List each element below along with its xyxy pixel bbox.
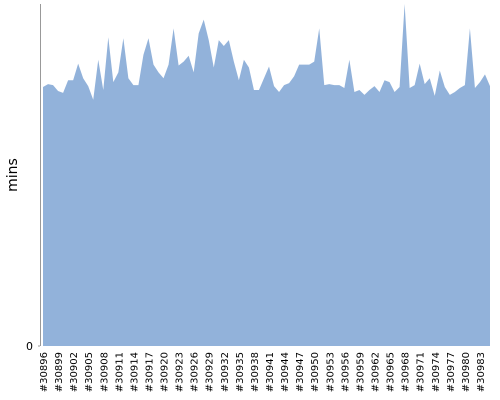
- area: [43, 4, 490, 346]
- x-tick-label: #30953: [325, 352, 336, 392]
- x-tick-label: #30902: [69, 352, 80, 392]
- x-tick-label: #30911: [114, 352, 125, 392]
- x-tick-label: #30914: [129, 352, 140, 392]
- x-tick-label: #30941: [265, 352, 276, 392]
- x-tick-label: #30920: [160, 352, 171, 392]
- x-tick-label: #30950: [310, 352, 321, 392]
- x-tick-label: #30926: [190, 352, 201, 392]
- x-tick-label: #30956: [340, 352, 351, 392]
- x-tick-label: #30968: [401, 352, 412, 392]
- x-tick-label: #30896: [39, 352, 50, 392]
- x-tick-label: #30899: [54, 352, 65, 392]
- x-tick-label: #30947: [295, 352, 306, 392]
- x-tick-label: #30974: [431, 352, 442, 392]
- y-tick-label: 0: [26, 340, 33, 353]
- x-tick-label: #30944: [280, 352, 291, 392]
- x-tick-label: #30905: [84, 352, 95, 392]
- x-tick-label: #30965: [386, 352, 397, 392]
- x-tick-label: #30938: [250, 352, 261, 392]
- x-tick-label: #30908: [99, 352, 110, 392]
- x-tick-label: #30959: [355, 352, 366, 392]
- x-tick-label: #30962: [370, 352, 381, 392]
- x-tick-label: #30929: [205, 352, 216, 392]
- x-tick-label: #30917: [144, 352, 155, 392]
- x-tick-label: #30980: [461, 352, 472, 392]
- y-axis-label: mins: [5, 158, 21, 192]
- x-tick-label: #30983: [476, 352, 487, 392]
- x-tick-label: #30971: [416, 352, 427, 392]
- x-tick-label: #30932: [220, 352, 231, 392]
- x-tick-label: #30977: [446, 352, 457, 392]
- x-tick-label: #30935: [235, 352, 246, 392]
- x-tick-label: #30923: [175, 352, 186, 392]
